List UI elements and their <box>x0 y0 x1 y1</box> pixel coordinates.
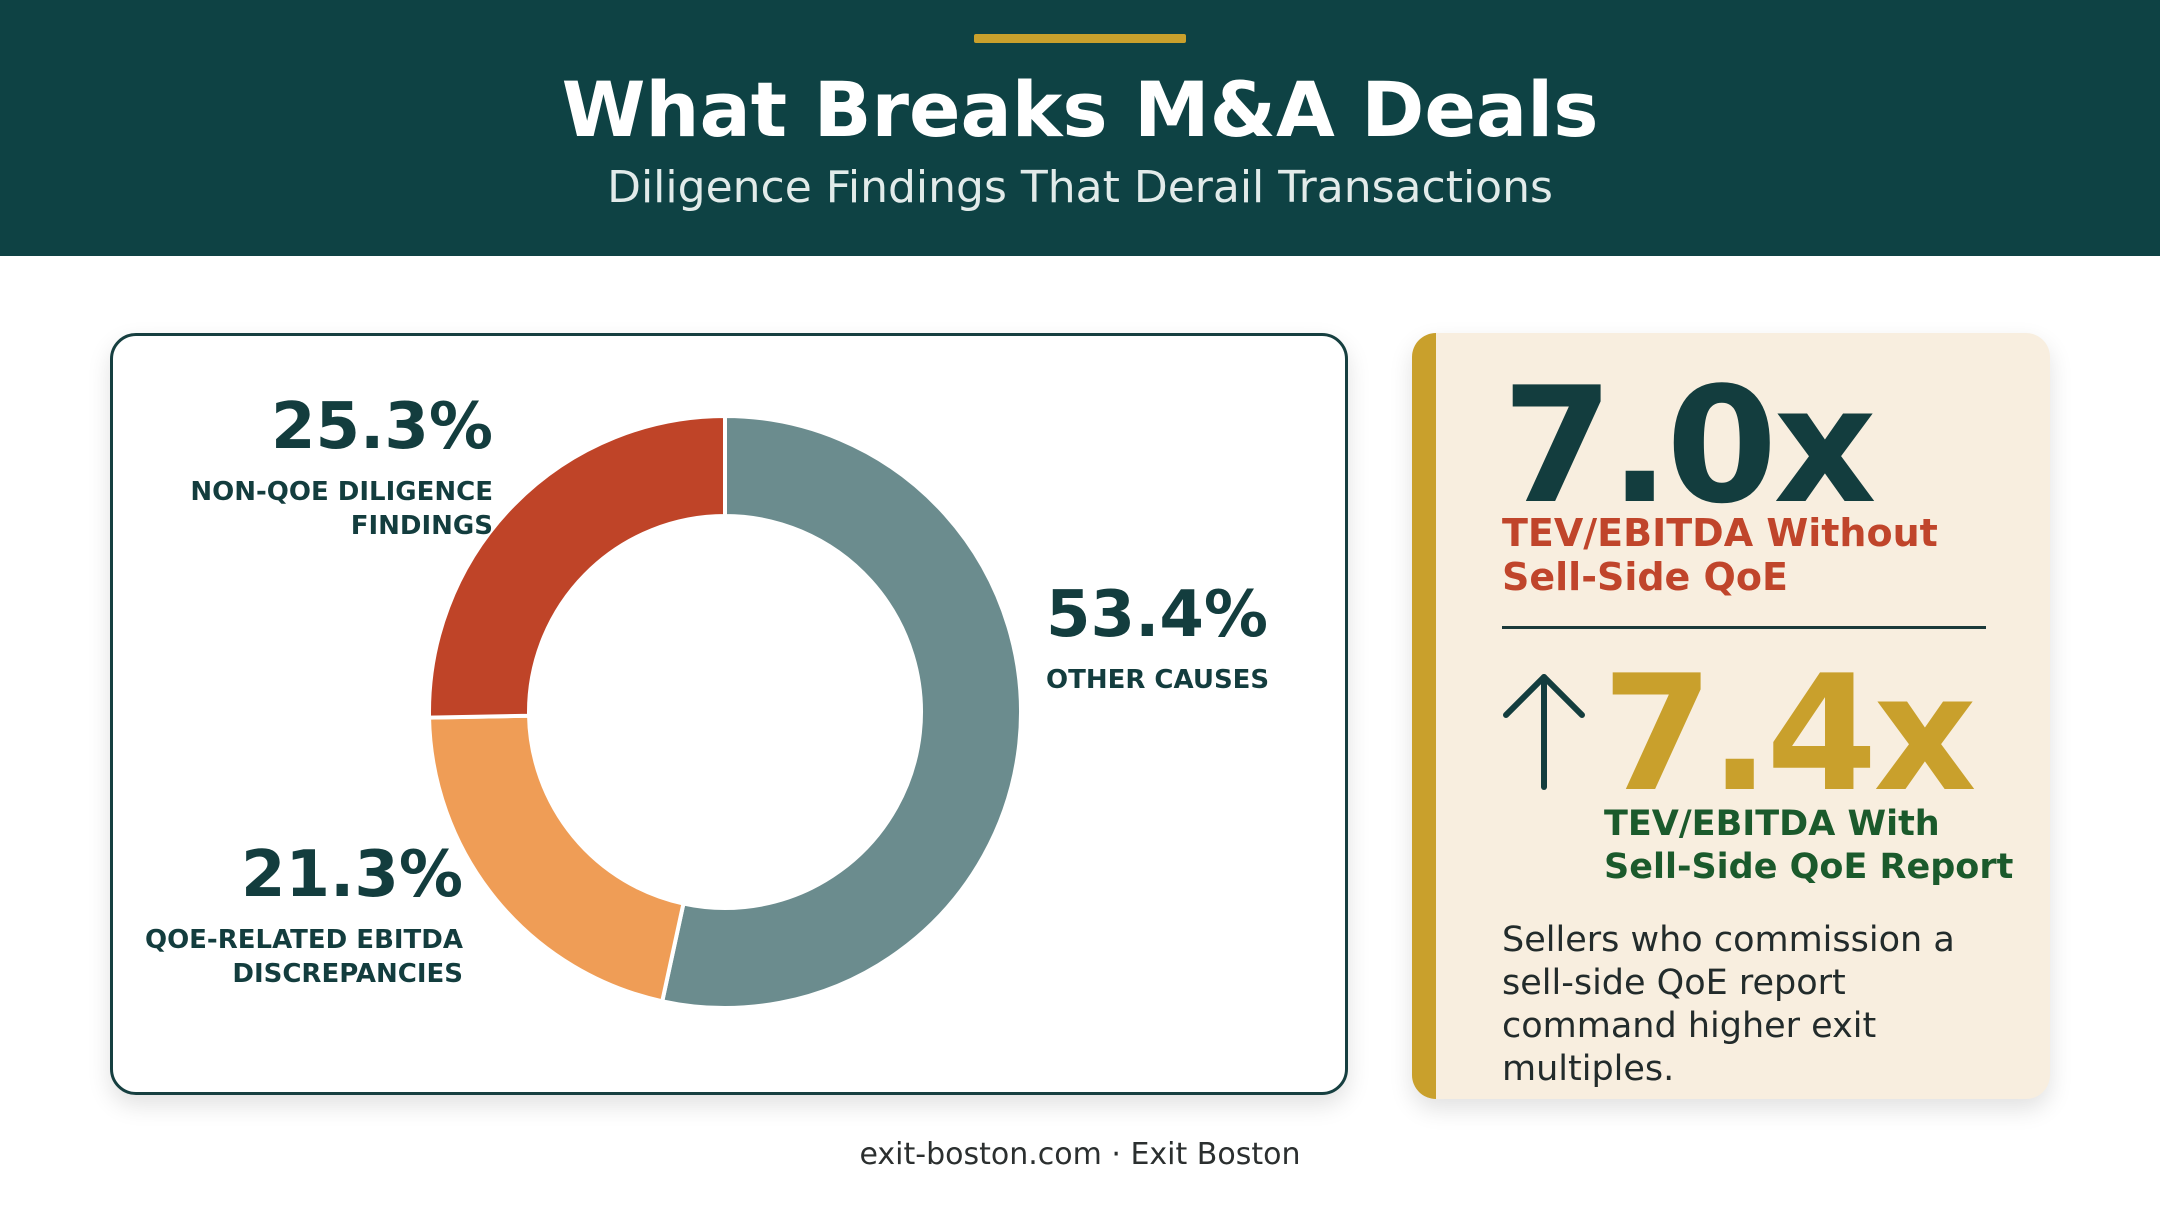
segment-value-label-other-causes: 53.4% <box>1046 578 1268 652</box>
multiple-with-value: 7.4x <box>1602 640 1977 827</box>
segment-category-label-qoe-ebitda-discrepancies: QOE-RELATED EBITDA <box>145 925 463 955</box>
donut-segment-other-causes <box>659 413 1023 1010</box>
segment-value-label-non-qoe-diligence-findings: 25.3% <box>271 390 493 464</box>
arrow-up-icon <box>1503 674 1585 790</box>
multiple-without-label: TEV/EBITDA Without Sell-Side QoE <box>1502 511 1938 599</box>
segment-category-label-non-qoe-diligence-findings: NON-QOE DILIGENCE <box>190 477 493 507</box>
card-accent-bar <box>1412 333 1436 1099</box>
header-banner: What Breaks M&A Deals Diligence Findings… <box>0 0 2160 256</box>
segment-value-label-qoe-ebitda-discrepancies: 21.3% <box>241 838 463 912</box>
multiple-without-value: 7.0x <box>1502 352 1877 539</box>
segment-category-label-non-qoe-diligence-findings: FINDINGS <box>351 511 493 541</box>
card-divider <box>1502 626 1986 629</box>
footer-source: exit-boston.com · Exit Boston <box>859 1137 1301 1172</box>
multiple-with-label: TEV/EBITDA With Sell-Side QoE Report <box>1604 804 2014 887</box>
segment-category-label-qoe-ebitda-discrepancies: DISCREPANCIES <box>232 959 463 989</box>
header-accent-bar <box>974 34 1186 43</box>
donut-chart: 53.4% OTHER CAUSES 21.3% QOE-RELATED EBITDA… <box>145 390 1269 1010</box>
donut-chart-card: 53.4% OTHER CAUSES 21.3% QOE-RELATED EBITDA… <box>110 333 1348 1095</box>
page-subtitle: Diligence Findings That Derail Transacti… <box>607 162 1553 213</box>
multiples-description: Sellers who commission a sell-side QoE r… <box>1502 920 1955 1089</box>
donut-segment-qoe-ebitda-discrepancies <box>427 713 686 1004</box>
page-title: What Breaks M&A Deals <box>561 65 1599 154</box>
donut-segment-non-qoe-diligence-findings <box>427 413 727 720</box>
segment-category-label-other-causes: OTHER CAUSES <box>1046 665 1269 695</box>
multiples-card: 7.0x TEV/EBITDA Without Sell-Side QoE 7.… <box>1412 333 2050 1099</box>
